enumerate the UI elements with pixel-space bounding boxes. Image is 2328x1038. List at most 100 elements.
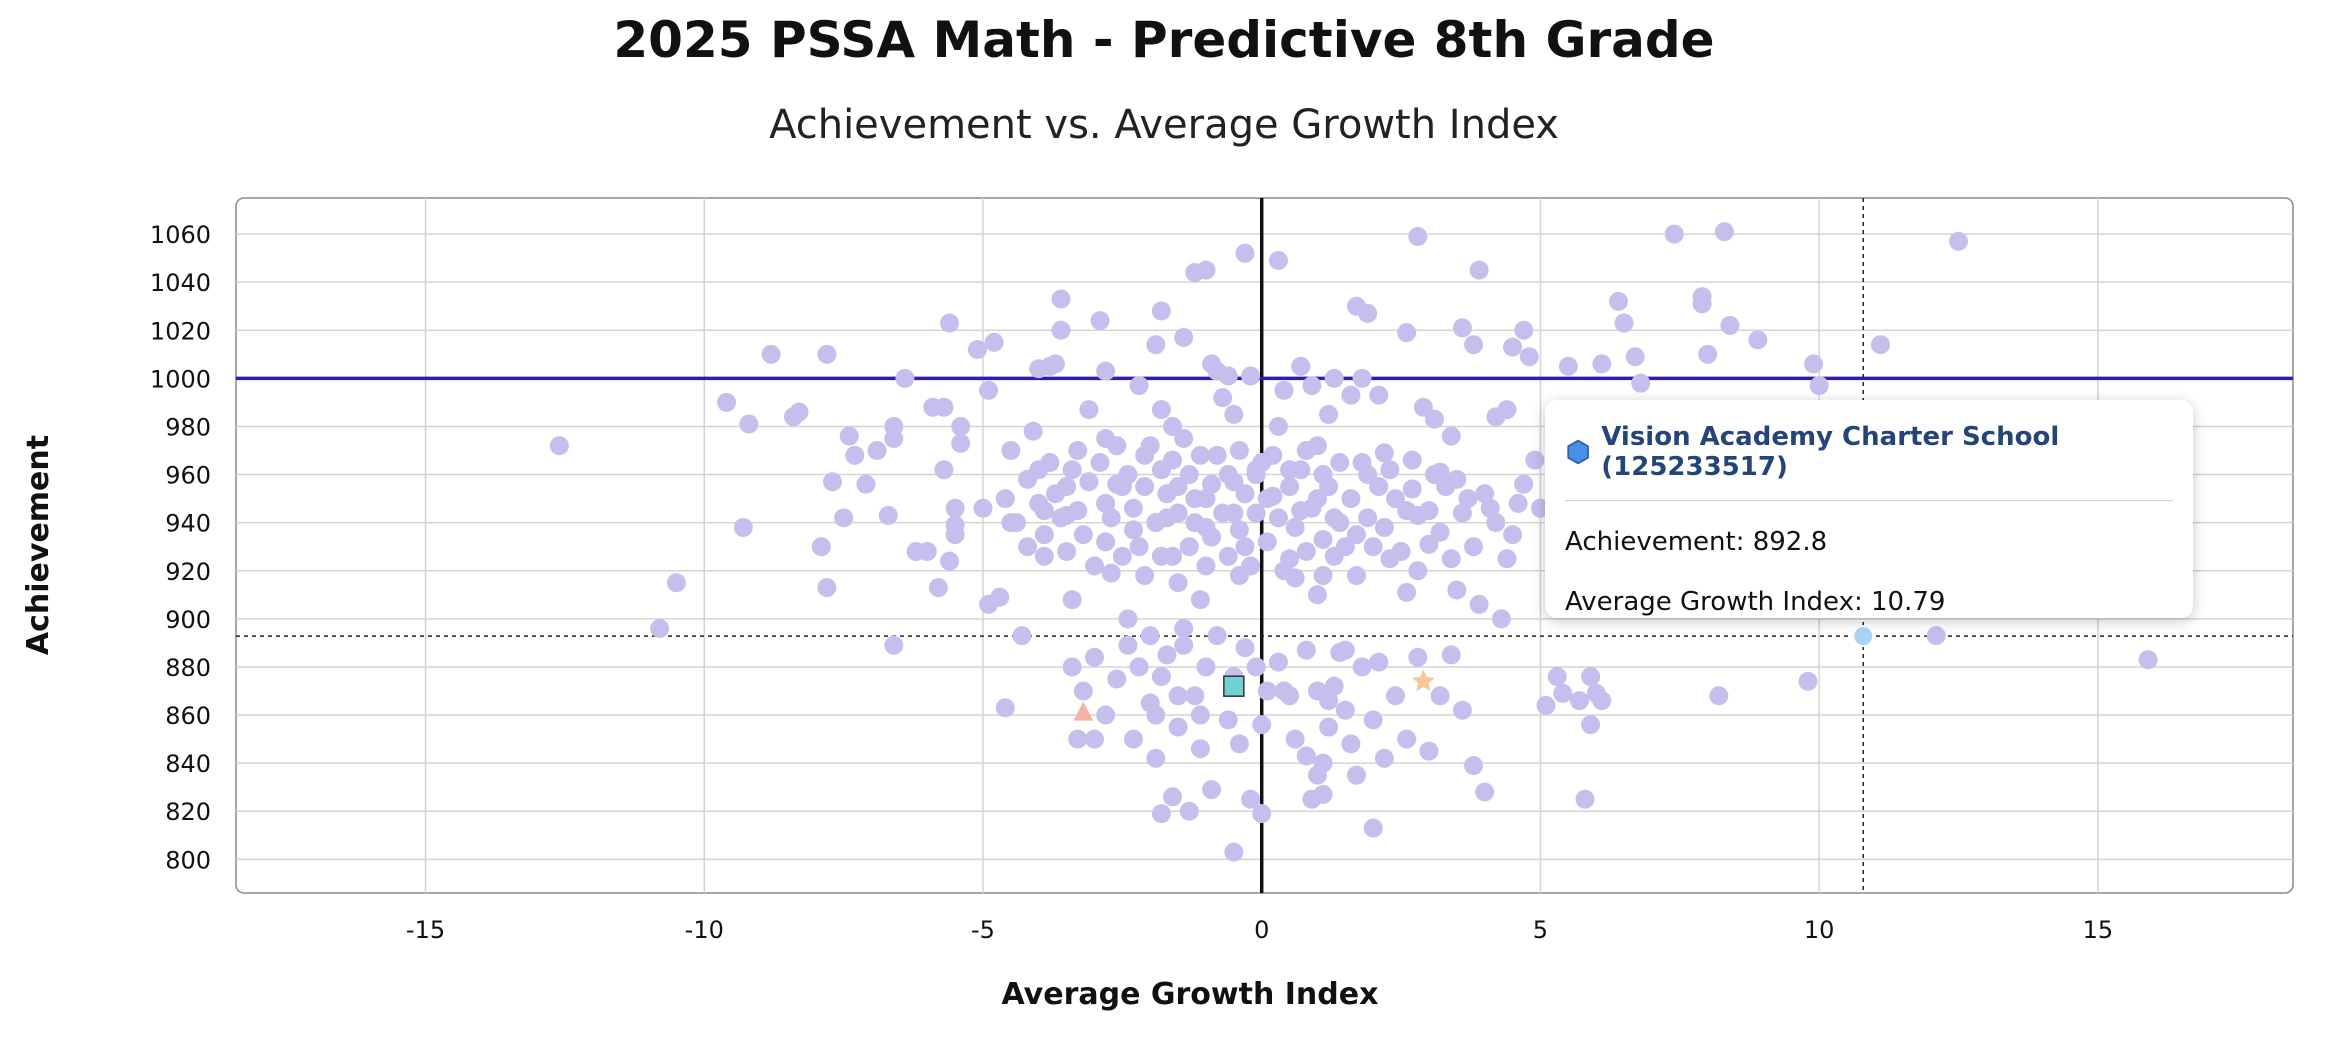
data-point [1352,657,1372,677]
data-point [1196,657,1216,677]
data-point [1592,691,1612,711]
y-tick-label: 820 [165,798,211,826]
data-point [1581,667,1601,687]
data-point [1252,715,1272,735]
data-point [1224,842,1244,862]
data-point [995,489,1015,509]
x-tick-label: -15 [406,916,445,944]
data-point [1397,501,1417,521]
data-point [1374,443,1394,463]
data-point [1112,546,1132,566]
data-point [1157,484,1177,504]
data-point [1246,503,1266,523]
data-point [1291,460,1311,480]
data-point [1491,609,1511,629]
data-point [1185,686,1205,706]
data-point [1034,525,1054,545]
data-point [1358,303,1378,323]
data-point [1441,549,1461,569]
data-point [1447,469,1467,489]
data-point [1631,373,1651,393]
y-tick-label: 1000 [150,365,211,393]
data-point [1001,441,1021,461]
data-point [1268,508,1288,528]
data-point [1118,465,1138,485]
data-point [1397,582,1417,602]
data-point [1386,489,1406,509]
data-point [1096,705,1116,725]
tooltip-school-name: Vision Academy Charter School (125233517… [1601,422,2060,482]
data-point [895,368,915,388]
data-point [1073,525,1093,545]
data-point [1553,683,1573,703]
data-point [739,414,759,434]
data-point [940,551,960,571]
data-point [1569,691,1589,711]
data-point [1374,517,1394,537]
data-point [1475,484,1495,504]
data-point [834,508,854,528]
data-point [1057,542,1077,562]
data-point [1241,556,1261,576]
data-point [1804,354,1824,374]
x-tick-label: -5 [971,916,995,944]
data-point [1168,717,1188,737]
data-point [1430,686,1450,706]
triangle-marker [1073,701,1094,721]
data-point [1157,645,1177,665]
data-point [1514,320,1534,340]
data-point [1458,489,1478,509]
data-point [1608,291,1628,311]
data-point [1151,400,1171,420]
data-point [666,573,686,593]
y-tick-label: 860 [165,702,211,730]
data-point [1296,746,1316,766]
data-point [1257,681,1277,701]
data-point [1229,734,1249,754]
data-point [1592,354,1612,374]
data-point [1363,537,1383,557]
data-point [1335,537,1355,557]
y-tick-label: 880 [165,654,211,682]
data-point [1168,686,1188,706]
data-point [1090,453,1110,473]
chart-title: 2025 PSSA Math - Predictive 8th Grade [613,11,1714,69]
data-point [945,498,965,518]
data-point [1519,347,1539,367]
data-point [1202,780,1222,800]
data-point [1341,489,1361,509]
data-point [1285,517,1305,537]
data-point [1151,301,1171,321]
data-point [1207,626,1227,646]
data-point [1625,347,1645,367]
data-point [867,441,887,461]
data-point [1296,542,1316,562]
data-point [1174,327,1194,347]
data-point [1034,546,1054,566]
data-point [1151,667,1171,687]
data-point [733,517,753,537]
data-point [1084,556,1104,576]
data-point [1051,508,1071,528]
data-point [1084,729,1104,749]
data-point [1218,366,1238,386]
data-point [1241,789,1261,809]
data-point [1714,222,1734,242]
data-point [1235,537,1255,557]
data-point [1146,705,1166,725]
data-point [1452,700,1472,720]
data-point [1402,450,1422,470]
data-point [1179,465,1199,485]
data-point [1330,453,1350,473]
data-point [1263,486,1283,506]
data-point [817,578,837,598]
data-point [945,525,965,545]
data-point [1480,498,1500,518]
data-point [878,505,898,525]
data-point [1246,657,1266,677]
data-point [1123,498,1143,518]
y-tick-label: 1060 [150,221,211,249]
data-point [1045,484,1065,504]
data-point [1363,710,1383,730]
data-point [934,397,954,417]
